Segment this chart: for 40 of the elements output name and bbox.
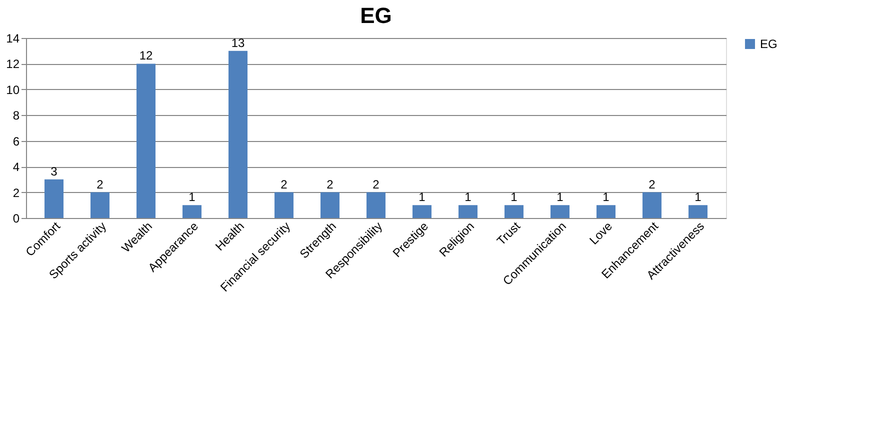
data-label: 1 (694, 190, 702, 204)
y-tick-label: 10 (6, 82, 20, 97)
data-label: 13 (231, 36, 245, 50)
bar (596, 205, 616, 218)
data-label: 1 (510, 190, 518, 204)
bar (642, 192, 662, 218)
data-label: 2 (96, 177, 104, 192)
bar (228, 50, 248, 218)
bar (412, 205, 432, 218)
bar (366, 192, 386, 218)
y-tick-label: 2 (12, 186, 20, 200)
data-label: 1 (418, 190, 426, 204)
data-label: 1 (556, 190, 564, 204)
bar (136, 64, 156, 218)
bar (274, 192, 294, 218)
data-label: 2 (648, 177, 656, 192)
data-label: 1 (464, 190, 472, 204)
data-label: 1 (188, 190, 196, 204)
bar (550, 205, 570, 218)
bar (504, 205, 524, 218)
y-tick-label: 12 (6, 57, 20, 72)
data-label: 1 (602, 190, 610, 204)
y-tick-label: 6 (12, 134, 20, 148)
data-label: 2 (280, 177, 288, 192)
y-tick-label: 8 (12, 108, 20, 123)
y-tick-label: 14 (6, 32, 20, 46)
data-label: 2 (372, 177, 380, 192)
data-label: 3 (50, 164, 58, 178)
bar (44, 179, 64, 218)
y-tick-label: 4 (12, 160, 20, 174)
y-tick-label: 0 (12, 212, 20, 226)
legend-label: EG (760, 37, 778, 51)
chart-title: EG (360, 3, 392, 28)
bar (90, 192, 110, 218)
bar (320, 192, 340, 218)
data-label: 2 (326, 177, 334, 192)
bar (688, 205, 708, 218)
bar (182, 205, 202, 218)
bar (458, 205, 478, 218)
data-label: 12 (139, 48, 153, 63)
